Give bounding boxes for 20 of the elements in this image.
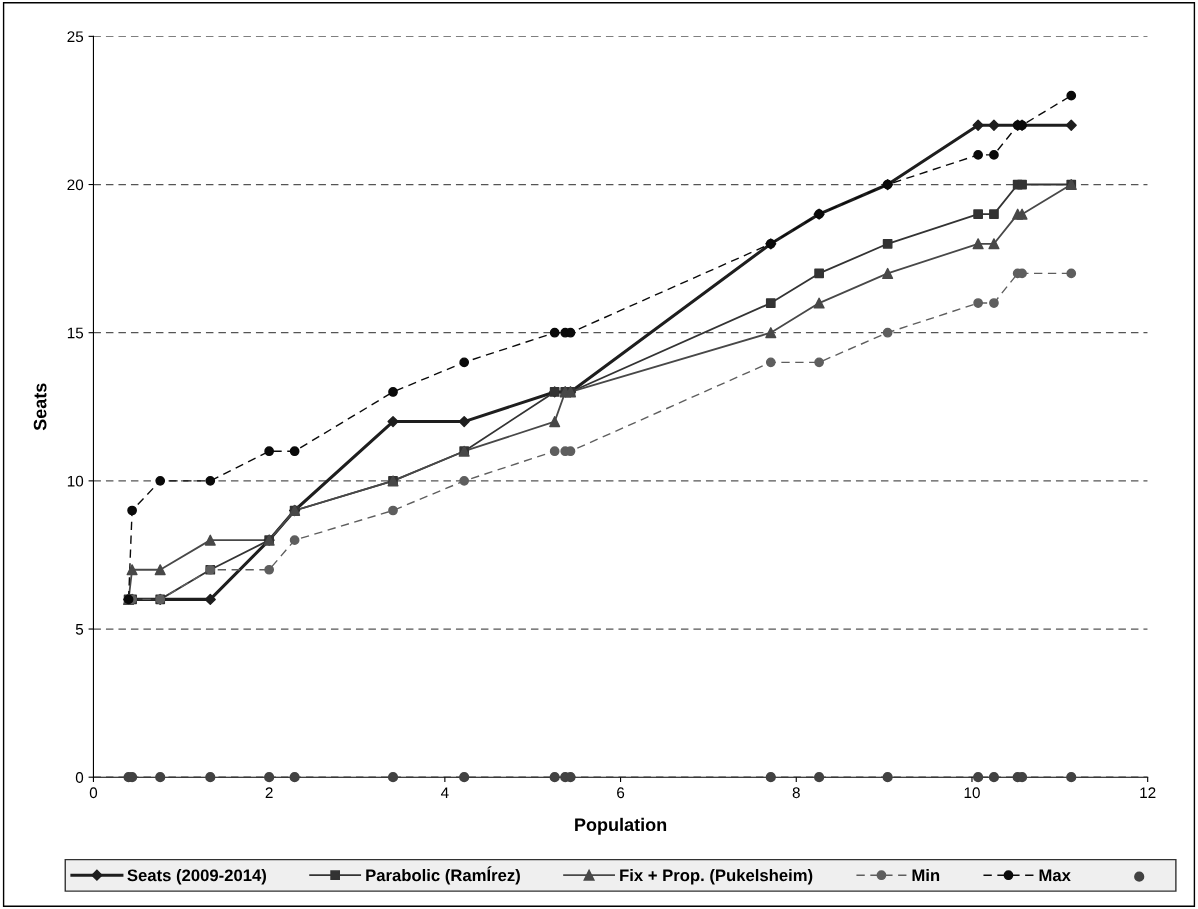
y-tick-label: 25 [67, 31, 84, 43]
x-tick-label: 4 [440, 787, 449, 798]
x-tick-label: 2 [265, 787, 273, 798]
x-tick-label: 0 [89, 787, 98, 799]
legend-label: Min [912, 868, 940, 882]
legend-label: Fix + Prop. (Pukelsheim) [620, 868, 813, 885]
x-axis-title: Population [575, 817, 667, 835]
legend-label: Max [1039, 869, 1071, 882]
y-tick-label: 20 [67, 179, 84, 191]
y-tick-label: 5 [75, 624, 84, 635]
y-axis-title: Seats [33, 383, 47, 431]
x-tick-label: 10 [964, 787, 980, 799]
x-tick-label: 6 [617, 787, 625, 799]
legend-label: Parabolic (RamÍrez) [366, 866, 520, 885]
x-tick-label: 12 [1140, 787, 1156, 798]
y-tick-label: 10 [67, 475, 84, 487]
y-tick-label: 0 [75, 772, 84, 783]
legend-label: Seats (2009-2014) [127, 868, 266, 885]
y-tick-label: 15 [67, 327, 84, 339]
x-tick-label: 8 [792, 787, 800, 799]
